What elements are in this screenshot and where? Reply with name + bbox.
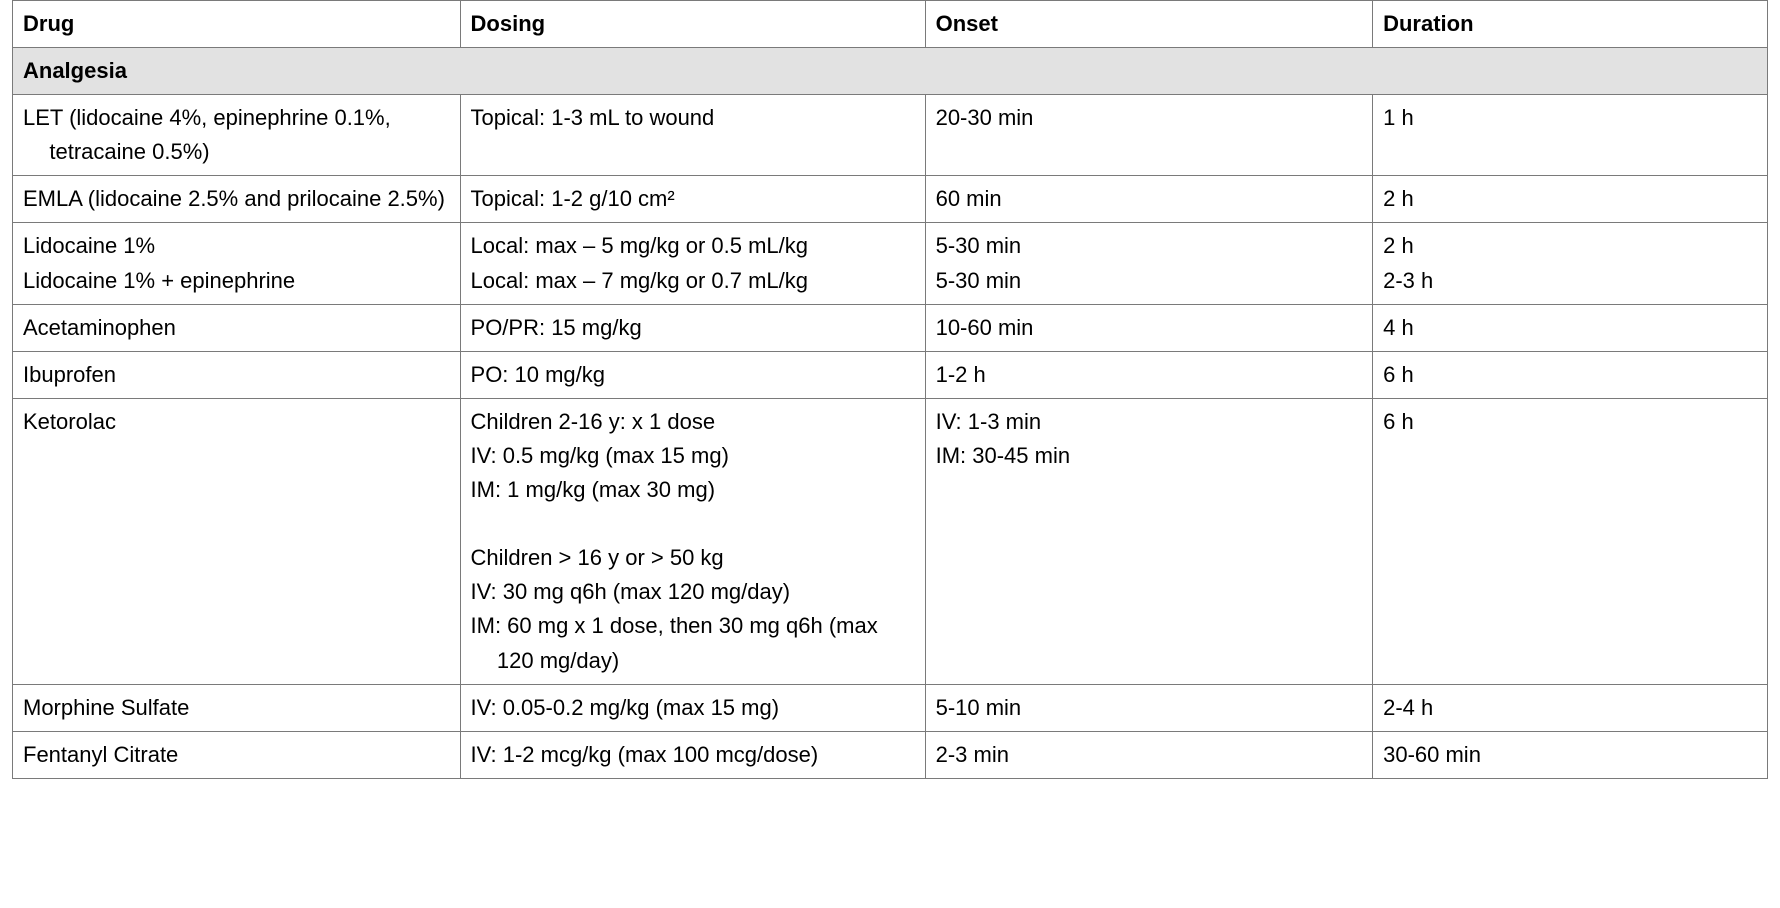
cell-duration-text: 6 h <box>1383 405 1757 439</box>
cell-duration-text: 2-3 h <box>1383 264 1757 298</box>
cell-dosing-text <box>471 507 915 541</box>
cell-drug: LET (lidocaine 4%, epinephrine 0.1%, tet… <box>13 95 461 176</box>
cell-duration-text: 6 h <box>1383 358 1757 392</box>
cell-drug-text: EMLA (lidocaine 2.5% and prilocaine 2.5%… <box>23 182 450 216</box>
drug-table: Drug Dosing Onset Duration Analgesia LET… <box>12 0 1768 779</box>
cell-dosing: Local: max – 5 mg/kg or 0.5 mL/kgLocal: … <box>460 223 925 304</box>
cell-dosing-text: IM: 1 mg/kg (max 30 mg) <box>471 473 915 507</box>
cell-drug: Fentanyl Citrate <box>13 731 461 778</box>
cell-dosing: PO/PR: 15 mg/kg <box>460 304 925 351</box>
cell-duration: 6 h <box>1373 351 1768 398</box>
cell-drug-text: LET (lidocaine 4%, epinephrine 0.1%, tet… <box>23 101 450 169</box>
cell-dosing-text: Children 2-16 y: x 1 dose <box>471 405 915 439</box>
table-row: LET (lidocaine 4%, epinephrine 0.1%, tet… <box>13 95 1768 176</box>
cell-drug-text: Lidocaine 1% <box>23 229 450 263</box>
cell-drug-text: Acetaminophen <box>23 311 450 345</box>
cell-duration-text: 2 h <box>1383 229 1757 263</box>
cell-dosing-text: IV: 30 mg q6h (max 120 mg/day) <box>471 575 915 609</box>
cell-drug: Ketorolac <box>13 398 461 684</box>
cell-onset: 20-30 min <box>925 95 1373 176</box>
cell-onset: 5-10 min <box>925 684 1373 731</box>
table-header-row: Drug Dosing Onset Duration <box>13 1 1768 48</box>
cell-duration: 6 h <box>1373 398 1768 684</box>
cell-drug-text: Morphine Sulfate <box>23 691 450 725</box>
table-row: Ketorolac Children 2-16 y: x 1 doseIV: 0.… <box>13 398 1768 684</box>
cell-onset: 5-30 min5-30 min <box>925 223 1373 304</box>
cell-dosing-text: Children > 16 y or > 50 kg <box>471 541 915 575</box>
cell-duration-text: 1 h <box>1383 101 1757 135</box>
cell-duration-text: 30-60 min <box>1383 738 1757 772</box>
table-row: Acetaminophen PO/PR: 15 mg/kg 10-60 min 4 h <box>13 304 1768 351</box>
col-drug: Drug <box>13 1 461 48</box>
cell-drug-text: Ibuprofen <box>23 358 450 392</box>
cell-dosing-text: IV: 0.05-0.2 mg/kg (max 15 mg) <box>471 691 915 725</box>
table-row: Lidocaine 1%Lidocaine 1% + epinephrineLo… <box>13 223 1768 304</box>
cell-onset: 60 min <box>925 176 1373 223</box>
cell-dosing: PO: 10 mg/kg <box>460 351 925 398</box>
cell-duration: 2 h <box>1373 176 1768 223</box>
cell-drug-text: Lidocaine 1% + epinephrine <box>23 264 450 298</box>
cell-dosing-text: IV: 1-2 mcg/kg (max 100 mcg/dose) <box>471 738 915 772</box>
cell-dosing-text: PO/PR: 15 mg/kg <box>471 311 915 345</box>
cell-dosing: Topical: 1-3 mL to wound <box>460 95 925 176</box>
cell-dosing-text: IM: 60 mg x 1 dose, then 30 mg q6h (max … <box>471 609 915 677</box>
cell-onset-text: 10-60 min <box>936 311 1363 345</box>
section-label: Analgesia <box>13 48 1768 95</box>
cell-duration: 2-4 h <box>1373 684 1768 731</box>
cell-drug-text: Ketorolac <box>23 405 450 439</box>
cell-dosing-text: Topical: 1-2 g/10 cm² <box>471 182 915 216</box>
cell-duration-text: 2-4 h <box>1383 691 1757 725</box>
cell-onset-text: 1-2 h <box>936 358 1363 392</box>
col-onset: Onset <box>925 1 1373 48</box>
table-row: Ibuprofen PO: 10 mg/kg 1-2 h 6 h <box>13 351 1768 398</box>
table-row: EMLA (lidocaine 2.5% and prilocaine 2.5%… <box>13 176 1768 223</box>
cell-drug: Morphine Sulfate <box>13 684 461 731</box>
col-duration: Duration <box>1373 1 1768 48</box>
cell-dosing-text: PO: 10 mg/kg <box>471 358 915 392</box>
table-row: Morphine Sulfate IV: 0.05-0.2 mg/kg (max … <box>13 684 1768 731</box>
cell-drug: Ibuprofen <box>13 351 461 398</box>
col-dosing: Dosing <box>460 1 925 48</box>
cell-onset-text: 5-30 min <box>936 264 1363 298</box>
cell-drug: Lidocaine 1%Lidocaine 1% + epinephrine <box>13 223 461 304</box>
cell-onset: 1-2 h <box>925 351 1373 398</box>
cell-dosing: IV: 1-2 mcg/kg (max 100 mcg/dose) <box>460 731 925 778</box>
cell-dosing-text: Local: max – 5 mg/kg or 0.5 mL/kg <box>471 229 915 263</box>
cell-duration: 30-60 min <box>1373 731 1768 778</box>
cell-drug-text: Fentanyl Citrate <box>23 738 450 772</box>
cell-onset-text: 5-10 min <box>936 691 1363 725</box>
cell-duration-text: 2 h <box>1383 182 1757 216</box>
cell-onset: 2-3 min <box>925 731 1373 778</box>
cell-dosing: Children 2-16 y: x 1 doseIV: 0.5 mg/kg (… <box>460 398 925 684</box>
cell-dosing-text: IV: 0.5 mg/kg (max 15 mg) <box>471 439 915 473</box>
cell-onset: 10-60 min <box>925 304 1373 351</box>
cell-onset-text: IV: 1-3 min <box>936 405 1363 439</box>
cell-duration: 2 h2-3 h <box>1373 223 1768 304</box>
cell-onset: IV: 1-3 minIM: 30-45 min <box>925 398 1373 684</box>
table-row: Fentanyl Citrate IV: 1-2 mcg/kg (max 100 … <box>13 731 1768 778</box>
cell-onset-text: 2-3 min <box>936 738 1363 772</box>
cell-duration: 4 h <box>1373 304 1768 351</box>
cell-onset-text: 5-30 min <box>936 229 1363 263</box>
cell-onset-text: 20-30 min <box>936 101 1363 135</box>
section-row: Analgesia <box>13 48 1768 95</box>
cell-drug: EMLA (lidocaine 2.5% and prilocaine 2.5%… <box>13 176 461 223</box>
cell-dosing-text: Local: max – 7 mg/kg or 0.7 mL/kg <box>471 264 915 298</box>
cell-dosing: Topical: 1-2 g/10 cm² <box>460 176 925 223</box>
cell-onset-text: IM: 30-45 min <box>936 439 1363 473</box>
cell-dosing: IV: 0.05-0.2 mg/kg (max 15 mg) <box>460 684 925 731</box>
cell-dosing-text: Topical: 1-3 mL to wound <box>471 101 915 135</box>
cell-onset-text: 60 min <box>936 182 1363 216</box>
cell-drug: Acetaminophen <box>13 304 461 351</box>
cell-duration: 1 h <box>1373 95 1768 176</box>
cell-duration-text: 4 h <box>1383 311 1757 345</box>
